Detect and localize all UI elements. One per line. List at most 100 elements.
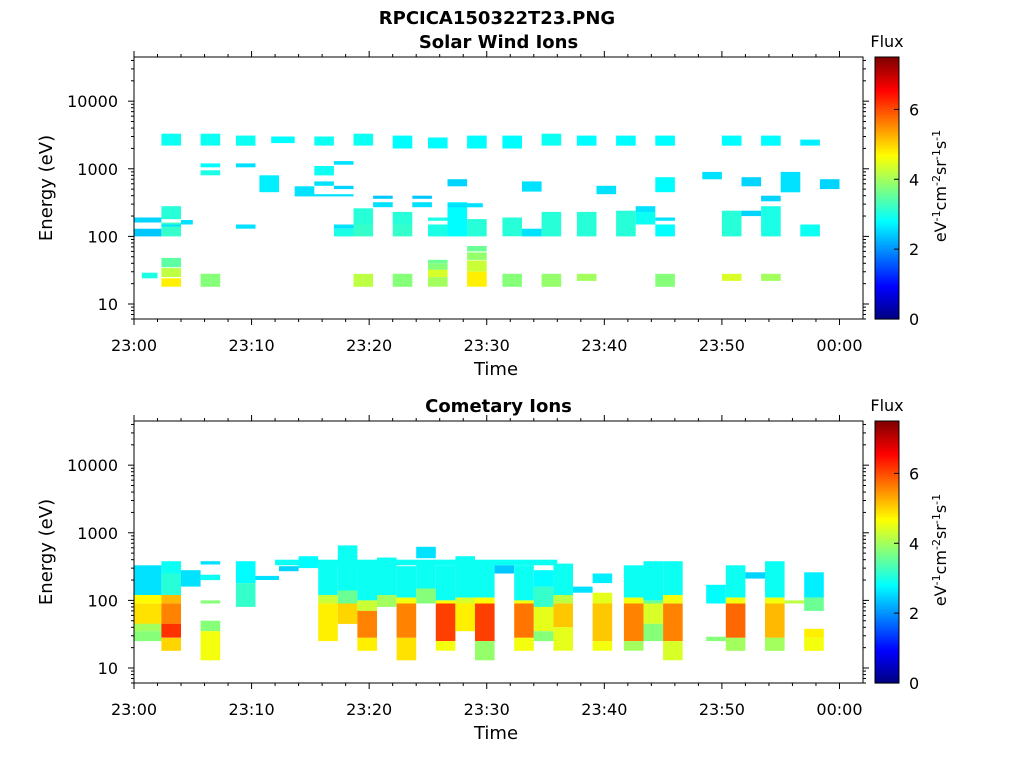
colorbar-segment bbox=[875, 466, 899, 470]
colorbar-segment bbox=[875, 431, 899, 435]
colorbar-segment bbox=[875, 194, 899, 198]
colorbar-segment bbox=[875, 512, 899, 516]
spectrogram-cell bbox=[663, 603, 683, 642]
spectrogram-cell bbox=[467, 260, 487, 272]
spectrogram-cell bbox=[377, 595, 397, 607]
colorbar-segment bbox=[875, 214, 899, 217]
spectrogram-cell bbox=[655, 224, 675, 237]
colorbar-segment bbox=[875, 628, 899, 632]
colorbar-segment bbox=[875, 303, 899, 307]
spectrogram-cell bbox=[475, 597, 495, 604]
colorbar-segment bbox=[875, 273, 899, 276]
spectrogram-cell bbox=[416, 561, 436, 589]
spectrogram-cell bbox=[804, 628, 824, 638]
colorbar-segment bbox=[875, 172, 899, 176]
spectrogram-cell bbox=[161, 268, 181, 278]
colorbar-segment bbox=[875, 484, 899, 488]
colorbar-segment bbox=[875, 159, 899, 163]
colorbar-tick-label: 6 bbox=[909, 464, 919, 483]
colorbar-segment bbox=[875, 595, 899, 599]
colorbar-segment bbox=[875, 652, 899, 656]
colorbar-segment bbox=[875, 268, 899, 272]
spectrogram-cell bbox=[553, 563, 573, 595]
colorbar-segment bbox=[875, 641, 899, 645]
spectrogram-cell bbox=[255, 575, 279, 580]
y-tick-label: 10 bbox=[98, 295, 118, 314]
colorbar-segment bbox=[875, 584, 899, 588]
spectrogram-cell bbox=[392, 224, 413, 237]
colorbar-segment bbox=[875, 536, 899, 540]
spectrogram-cell bbox=[161, 623, 181, 638]
spectrogram-cell bbox=[643, 623, 664, 642]
colorbar-segment bbox=[875, 155, 899, 159]
colorbar-segment bbox=[875, 678, 899, 682]
colorbar-segment bbox=[875, 67, 899, 71]
spectrogram-cell bbox=[643, 561, 664, 601]
x-tick-label: 23:40 bbox=[581, 336, 627, 355]
colorbar-segment bbox=[875, 517, 899, 520]
spectrogram-cell bbox=[428, 269, 448, 277]
colorbar-segment bbox=[875, 118, 899, 121]
colorbar-segment bbox=[875, 458, 899, 461]
spectrogram-cell bbox=[721, 135, 742, 146]
spectrogram-cell bbox=[235, 583, 256, 607]
spectrogram-cell bbox=[396, 637, 417, 661]
spectrogram-cell bbox=[761, 273, 781, 281]
spectrogram-cell bbox=[373, 202, 393, 208]
colorbar-segment bbox=[875, 617, 899, 621]
colorbar-segment bbox=[875, 604, 899, 608]
y-axis-label: Energy (eV) bbox=[36, 499, 57, 605]
spectrogram-cell bbox=[200, 273, 221, 287]
spectrogram-cell bbox=[455, 603, 475, 632]
colorbar-segment bbox=[875, 183, 899, 187]
colorbar-segment bbox=[875, 225, 899, 228]
spectrogram-cell bbox=[447, 203, 483, 208]
spectrogram-cell bbox=[161, 603, 181, 624]
colorbar-segment bbox=[875, 201, 899, 204]
y-tick-label: 1000 bbox=[77, 160, 118, 179]
colorbar-segment bbox=[875, 135, 899, 139]
spectrogram-cell bbox=[623, 603, 644, 642]
spectrogram-cell bbox=[161, 573, 181, 596]
colorbar-segment bbox=[875, 503, 899, 507]
spectrogram-cell bbox=[396, 597, 417, 604]
colorbar-segment bbox=[875, 495, 899, 499]
spectrogram-cell bbox=[134, 603, 162, 624]
colorbar-segment bbox=[875, 255, 899, 259]
spectrogram-cell bbox=[761, 135, 781, 146]
colorbar-unit-label: eV-1cm-2sr-1s-1 bbox=[930, 130, 951, 242]
spectrogram-cell bbox=[235, 224, 256, 229]
colorbar-segment bbox=[875, 109, 899, 113]
colorbar-segment bbox=[875, 658, 899, 662]
spectrogram-cell bbox=[592, 573, 613, 584]
colorbar-segment bbox=[875, 558, 899, 562]
colorbar-segment bbox=[875, 212, 899, 215]
colorbar-segment bbox=[875, 124, 899, 128]
colorbar-segment bbox=[875, 139, 899, 143]
spectrogram-cell bbox=[337, 545, 358, 591]
colorbar-segment bbox=[875, 499, 899, 503]
colorbar-segment bbox=[875, 488, 899, 492]
spectrogram-cell bbox=[435, 600, 456, 604]
colorbar-segment bbox=[875, 229, 899, 233]
colorbar-segment bbox=[875, 305, 899, 309]
spectrogram-cell bbox=[663, 595, 683, 604]
spectrogram-cell bbox=[475, 603, 495, 642]
plot-area bbox=[134, 57, 863, 319]
spectrogram-cell bbox=[741, 177, 762, 187]
panel-solar-wind-ions: Solar Wind Ions 10 100 1000 10000 23:00 23:10 2… bbox=[36, 32, 950, 380]
colorbar-segment bbox=[875, 83, 899, 86]
colorbar-segment bbox=[875, 288, 899, 292]
spectrogram-cell bbox=[314, 181, 334, 186]
colorbar-segment bbox=[875, 643, 899, 647]
x-tick-label: 00:00 bbox=[816, 336, 862, 355]
spectrogram-cell bbox=[428, 224, 448, 237]
panel-cometary-ions: Cometary Ions 10 100 1000 10000 23:00 23:10 23:… bbox=[36, 396, 950, 744]
figure-title: RPCICA150322T23.PNG bbox=[379, 8, 615, 29]
colorbar-segment bbox=[875, 453, 899, 457]
colorbar-segment bbox=[875, 440, 899, 444]
colorbar-segment bbox=[875, 506, 899, 509]
spectrogram-cell bbox=[314, 166, 334, 176]
colorbar-segment bbox=[875, 423, 899, 426]
